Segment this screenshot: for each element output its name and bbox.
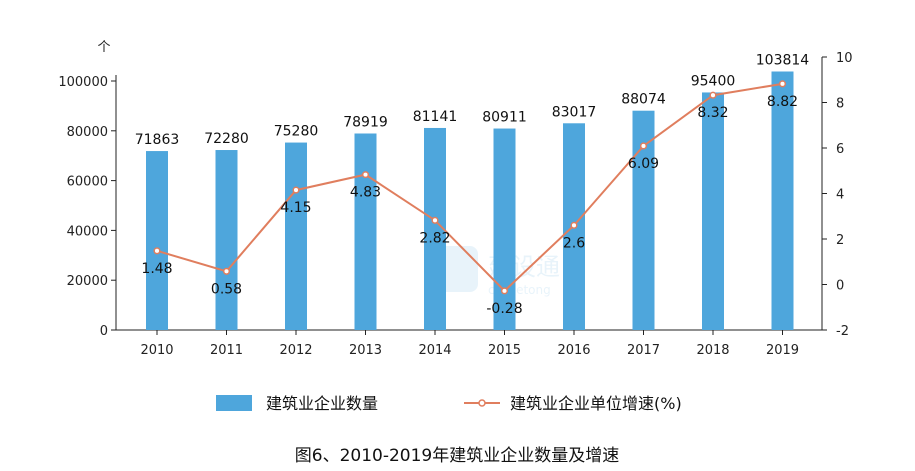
x-tick-label: 2015 [488, 343, 521, 358]
legend-line-marker [478, 399, 486, 407]
x-tick-label: 2013 [349, 343, 382, 358]
y-right-tick-label: 8 [836, 97, 844, 112]
x-tick-label: 2017 [627, 343, 660, 358]
y-right-tick-label: -2 [836, 324, 849, 339]
y-right-tick-label: 2 [836, 233, 844, 248]
growth-point [222, 267, 231, 275]
bar-value-label: 88074 [621, 92, 666, 108]
bar [424, 127, 446, 330]
growth-point [778, 80, 787, 88]
bar [285, 142, 307, 330]
bar [215, 150, 238, 330]
growth-point [292, 186, 300, 194]
growth-point [709, 91, 717, 99]
bar [493, 128, 516, 330]
x-tick-label: 2014 [418, 343, 451, 358]
y-left-unit-label: 个 [97, 40, 110, 55]
chart-caption: 图6、2010-2019年建筑业企业数量及增速 [295, 446, 619, 466]
growth-point [431, 216, 439, 224]
growth-value-label: -0.28 [486, 301, 522, 317]
y-right-tick-label: 4 [836, 188, 844, 203]
growth-line [156, 82, 783, 293]
y-left-tick-label: 20000 [67, 274, 108, 289]
growth-value-label: 6.09 [628, 156, 659, 172]
growth-value-label: 4.83 [350, 185, 381, 201]
bar-value-label: 72280 [204, 131, 249, 147]
growth-value-label: 8.82 [767, 94, 798, 110]
bar-value-label: 95400 [691, 73, 736, 89]
bar-value-label: 71863 [135, 132, 180, 148]
growth-value-label: 4.15 [280, 200, 311, 216]
bar-value-label: 80911 [482, 110, 527, 126]
bar [702, 92, 724, 330]
y-right-tick-label: 0 [836, 279, 844, 294]
legend: 建筑业企业数量 建筑业企业单位增速(%) [216, 394, 682, 413]
line-series [153, 80, 787, 295]
growth-point [570, 221, 578, 229]
y-right-tick-label: 6 [836, 142, 844, 157]
bar [632, 110, 655, 330]
growth-point [361, 171, 370, 179]
growth-value-label: 0.58 [211, 281, 242, 297]
y-left-tick-label: 60000 [67, 175, 108, 190]
bar-value-label: 78919 [343, 114, 388, 130]
y-right-tick-label: 10 [836, 51, 853, 66]
y-left-tick-label: 0 [100, 324, 108, 339]
x-tick-label: 2016 [557, 343, 590, 358]
bar-value-label: 83017 [552, 104, 597, 120]
bar-value-label: 103814 [756, 53, 810, 69]
legend-bar-label: 建筑业企业数量 [266, 394, 378, 413]
y-left-tick-label: 40000 [67, 224, 108, 239]
bar-value-label: 75280 [274, 124, 319, 140]
x-tick-label: 2011 [210, 343, 243, 358]
x-tick-label: 2018 [696, 343, 729, 358]
x-tick-label: 2019 [766, 343, 799, 358]
y-left-tick-label: 100000 [58, 75, 108, 90]
growth-value-label: 8.32 [697, 105, 728, 121]
growth-value-label: 1.48 [141, 261, 172, 277]
growth-value-label: 2.6 [563, 235, 585, 251]
x-tick-label: 2012 [279, 343, 312, 358]
growth-value-label: 2.82 [419, 230, 450, 246]
legend-bar-swatch [216, 395, 252, 411]
y-left-tick-label: 80000 [67, 125, 108, 140]
bar [354, 133, 377, 330]
growth-point [153, 247, 161, 255]
data-labels: 71863 72280 75280 78919 81141 80911 83017 88074… [135, 53, 810, 317]
bar [771, 71, 794, 330]
axes: 0 20000 40000 60000 80000 100000 个 -2 0 2 4 6 8 10 201… [58, 40, 852, 358]
growth-point [639, 142, 648, 150]
bar-value-label: 81141 [413, 109, 458, 125]
bar [146, 151, 168, 330]
growth-point [500, 287, 509, 295]
legend-line-label: 建筑业企业单位增速(%) [510, 394, 682, 413]
x-tick-label: 2010 [140, 343, 173, 358]
